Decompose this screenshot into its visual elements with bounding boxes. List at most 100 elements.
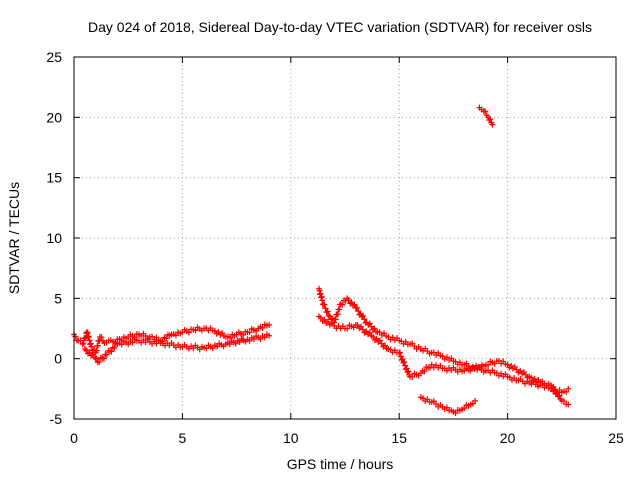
- data-point: [426, 364, 433, 371]
- data-point: [226, 341, 233, 348]
- data-point: [563, 388, 570, 395]
- data-point: [86, 337, 93, 344]
- data-point: [323, 309, 330, 316]
- data-point: [88, 343, 95, 350]
- data-point: [376, 337, 383, 344]
- data-point: [370, 333, 377, 340]
- data-point: [321, 316, 328, 323]
- data-point: [72, 333, 79, 340]
- data-point: [246, 329, 253, 336]
- data-point: [108, 348, 115, 355]
- data-point: [87, 340, 94, 347]
- data-point: [100, 355, 107, 362]
- data-point: [250, 336, 257, 343]
- data-point: [360, 312, 367, 319]
- x-tick-label: 20: [500, 430, 516, 446]
- data-point: [98, 334, 105, 341]
- chart-title: Day 024 of 2018, Sidereal Day-to-day VTE…: [88, 19, 592, 35]
- data-point: [259, 324, 266, 331]
- data-point: [325, 318, 332, 325]
- data-point: [321, 301, 328, 308]
- data-point: [363, 328, 370, 335]
- data-point: [359, 326, 366, 333]
- data-point: [257, 335, 264, 342]
- data-point: [203, 345, 210, 352]
- data-point: [118, 341, 125, 348]
- data-point: [82, 334, 89, 341]
- data-point: [381, 342, 388, 349]
- data-points: [71, 104, 572, 417]
- data-point: [84, 330, 91, 337]
- data-point: [487, 116, 494, 123]
- data-point: [565, 401, 572, 408]
- data-point: [232, 340, 239, 347]
- y-tick-label: 5: [54, 290, 62, 306]
- x-axis-ticks: 0 5 10 15 20 25: [70, 57, 624, 446]
- data-point: [368, 323, 375, 330]
- y-tick-label: 25: [46, 49, 62, 65]
- data-point: [324, 308, 331, 315]
- grid: [74, 57, 616, 419]
- data-point: [85, 334, 92, 341]
- y-axis-ticks: -5 0 5 10 15 20 25: [46, 49, 616, 427]
- data-point: [246, 337, 253, 344]
- x-tick-label: 5: [179, 430, 187, 446]
- data-point: [361, 316, 368, 323]
- data-point: [89, 351, 96, 358]
- data-point: [125, 341, 132, 348]
- data-point: [84, 329, 91, 336]
- data-point: [405, 368, 412, 375]
- data-point: [86, 349, 93, 356]
- data-point: [354, 322, 361, 329]
- data-point: [111, 344, 118, 351]
- data-point: [401, 358, 408, 365]
- data-point: [266, 321, 273, 328]
- x-tick-label: 0: [70, 430, 78, 446]
- data-point: [80, 340, 87, 347]
- data-point: [322, 305, 329, 312]
- data-point: [467, 367, 474, 374]
- data-point: [477, 365, 484, 372]
- data-point: [489, 121, 496, 128]
- data-point: [421, 368, 428, 375]
- data-point: [397, 349, 404, 356]
- data-point: [461, 405, 468, 412]
- data-point: [79, 341, 86, 348]
- data-point: [550, 383, 557, 390]
- y-tick-label: -5: [50, 411, 63, 427]
- data-point: [354, 304, 361, 311]
- data-point: [482, 108, 489, 115]
- data-point: [209, 345, 216, 352]
- y-tick-label: 15: [46, 170, 62, 186]
- data-point: [96, 358, 103, 365]
- x-tick-label: 10: [283, 430, 299, 446]
- data-point: [556, 392, 563, 399]
- data-point: [129, 339, 136, 346]
- data-point: [261, 334, 268, 341]
- y-axis-label: SDTVAR / TECUs: [6, 182, 22, 294]
- x-axis-label: GPS time / hours: [287, 456, 394, 472]
- y-tick-label: 0: [54, 351, 62, 367]
- data-point: [373, 335, 380, 342]
- data-point: [471, 365, 478, 372]
- data-point: [332, 316, 339, 323]
- data-point: [334, 311, 341, 318]
- data-point: [351, 301, 358, 308]
- data-point: [443, 404, 450, 411]
- data-point: [344, 325, 351, 332]
- data-point: [85, 333, 92, 340]
- data-point: [371, 325, 378, 332]
- x-tick-label: 15: [391, 430, 407, 446]
- data-point: [103, 351, 110, 358]
- data-point: [565, 385, 572, 392]
- data-point: [240, 331, 247, 338]
- data-point: [560, 398, 567, 405]
- data-point: [227, 334, 234, 341]
- data-point: [339, 301, 346, 308]
- data-point: [358, 323, 365, 330]
- data-point: [325, 312, 332, 319]
- data-point: [83, 347, 90, 354]
- data-point: [317, 314, 324, 321]
- data-point: [409, 373, 416, 380]
